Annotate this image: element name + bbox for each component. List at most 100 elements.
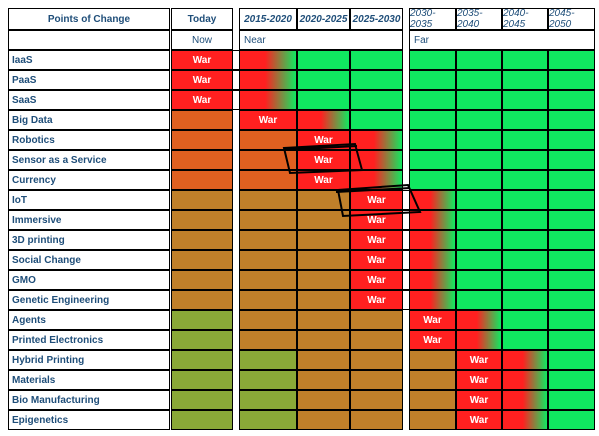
period-header-2045-2050: 2045-2050	[548, 8, 595, 30]
timeline-cell	[409, 250, 456, 270]
war-cell: War	[171, 50, 233, 70]
row-label: Currency	[8, 170, 170, 190]
timeline-cell	[502, 250, 548, 270]
war-cell: War	[456, 370, 502, 390]
timeline-cell	[239, 250, 297, 270]
timeline-cell	[502, 70, 548, 90]
timeline-cell	[502, 130, 548, 150]
timeline-cell	[297, 230, 350, 250]
row-label: Big Data	[8, 110, 170, 130]
now-label: Now	[171, 30, 233, 50]
timeline-cell	[548, 210, 595, 230]
timeline-cell	[548, 410, 595, 430]
timeline-cell	[502, 210, 548, 230]
timeline-cell	[456, 70, 502, 90]
row-label: GMO	[8, 270, 170, 290]
war-cell: War	[350, 290, 403, 310]
period-header-2040-2045: 2040-2045	[502, 8, 548, 30]
war-cell: War	[297, 130, 350, 150]
timeline-cell	[239, 150, 297, 170]
timeline-cell	[456, 230, 502, 250]
timeline-cell	[239, 290, 297, 310]
timeline-cell	[171, 410, 233, 430]
war-cell: War	[350, 250, 403, 270]
war-cell: War	[456, 350, 502, 370]
timeline-cell	[350, 330, 403, 350]
timeline-cell	[409, 210, 456, 230]
timeline-cell	[171, 110, 233, 130]
timeline-cell	[171, 310, 233, 330]
timeline-cell	[297, 270, 350, 290]
timeline-cell	[239, 70, 297, 90]
timeline-cell	[456, 270, 502, 290]
timeline-cell	[502, 170, 548, 190]
timeline-cell	[239, 270, 297, 290]
timeline-cell	[548, 170, 595, 190]
timeline-cell	[171, 190, 233, 210]
timeline-cell	[409, 170, 456, 190]
war-cell: War	[239, 110, 297, 130]
timeline-cell	[239, 410, 297, 430]
row-label: Sensor as a Service	[8, 150, 170, 170]
timeline-cell	[350, 130, 403, 150]
row-label: Epigenetics	[8, 410, 170, 430]
timeline-cell	[171, 150, 233, 170]
timeline-cell	[548, 70, 595, 90]
timeline-cell	[239, 130, 297, 150]
timeline-cell	[548, 330, 595, 350]
timeline-cell	[239, 210, 297, 230]
timeline-cell	[239, 50, 297, 70]
timeline-cell	[350, 50, 403, 70]
timeline-cell	[548, 90, 595, 110]
timeline-cell	[502, 230, 548, 250]
timeline-cell	[350, 410, 403, 430]
timeline-cell	[548, 370, 595, 390]
row-label: 3D printing	[8, 230, 170, 250]
row-label: IoT	[8, 190, 170, 210]
far-label: Far	[409, 30, 595, 50]
timeline-cell	[548, 230, 595, 250]
row-label: Materials	[8, 370, 170, 390]
timeline-cell	[297, 290, 350, 310]
war-cell: War	[350, 210, 403, 230]
timeline-cell	[239, 350, 297, 370]
timeline-cell	[239, 170, 297, 190]
row-label: Immersive	[8, 210, 170, 230]
timeline-cell	[239, 90, 297, 110]
timeline-cell	[171, 370, 233, 390]
timeline-cell	[409, 290, 456, 310]
row-label: Robotics	[8, 130, 170, 150]
timeline-cell	[409, 90, 456, 110]
timeline-cell	[502, 410, 548, 430]
today-header: Today	[171, 8, 233, 30]
timeline-cell	[456, 170, 502, 190]
timeline-cell	[502, 330, 548, 350]
timeline-cell	[239, 330, 297, 350]
timeline-cell	[171, 230, 233, 250]
war-cell: War	[171, 70, 233, 90]
timeline-cell	[502, 310, 548, 330]
timeline-cell	[297, 310, 350, 330]
timeline-cell	[502, 190, 548, 210]
timeline-cell	[297, 70, 350, 90]
timeline-cell	[409, 370, 456, 390]
war-cell: War	[350, 190, 403, 210]
timeline-cell	[171, 290, 233, 310]
timeline-cell	[409, 190, 456, 210]
timeline-cell	[297, 370, 350, 390]
timeline-cell	[456, 330, 502, 350]
timeline-cell	[297, 210, 350, 230]
row-label: IaaS	[8, 50, 170, 70]
timeline-cell	[350, 390, 403, 410]
timeline-cell	[502, 50, 548, 70]
timeline-cell	[548, 350, 595, 370]
timeline-cell	[171, 270, 233, 290]
timeline-cell	[350, 310, 403, 330]
row-label: Social Change	[8, 250, 170, 270]
timeline-cell	[297, 110, 350, 130]
timeline-cell	[171, 350, 233, 370]
timeline-cell	[409, 70, 456, 90]
row-label: Genetic Engineering	[8, 290, 170, 310]
timeline-cell	[456, 130, 502, 150]
timeline-cell	[239, 230, 297, 250]
